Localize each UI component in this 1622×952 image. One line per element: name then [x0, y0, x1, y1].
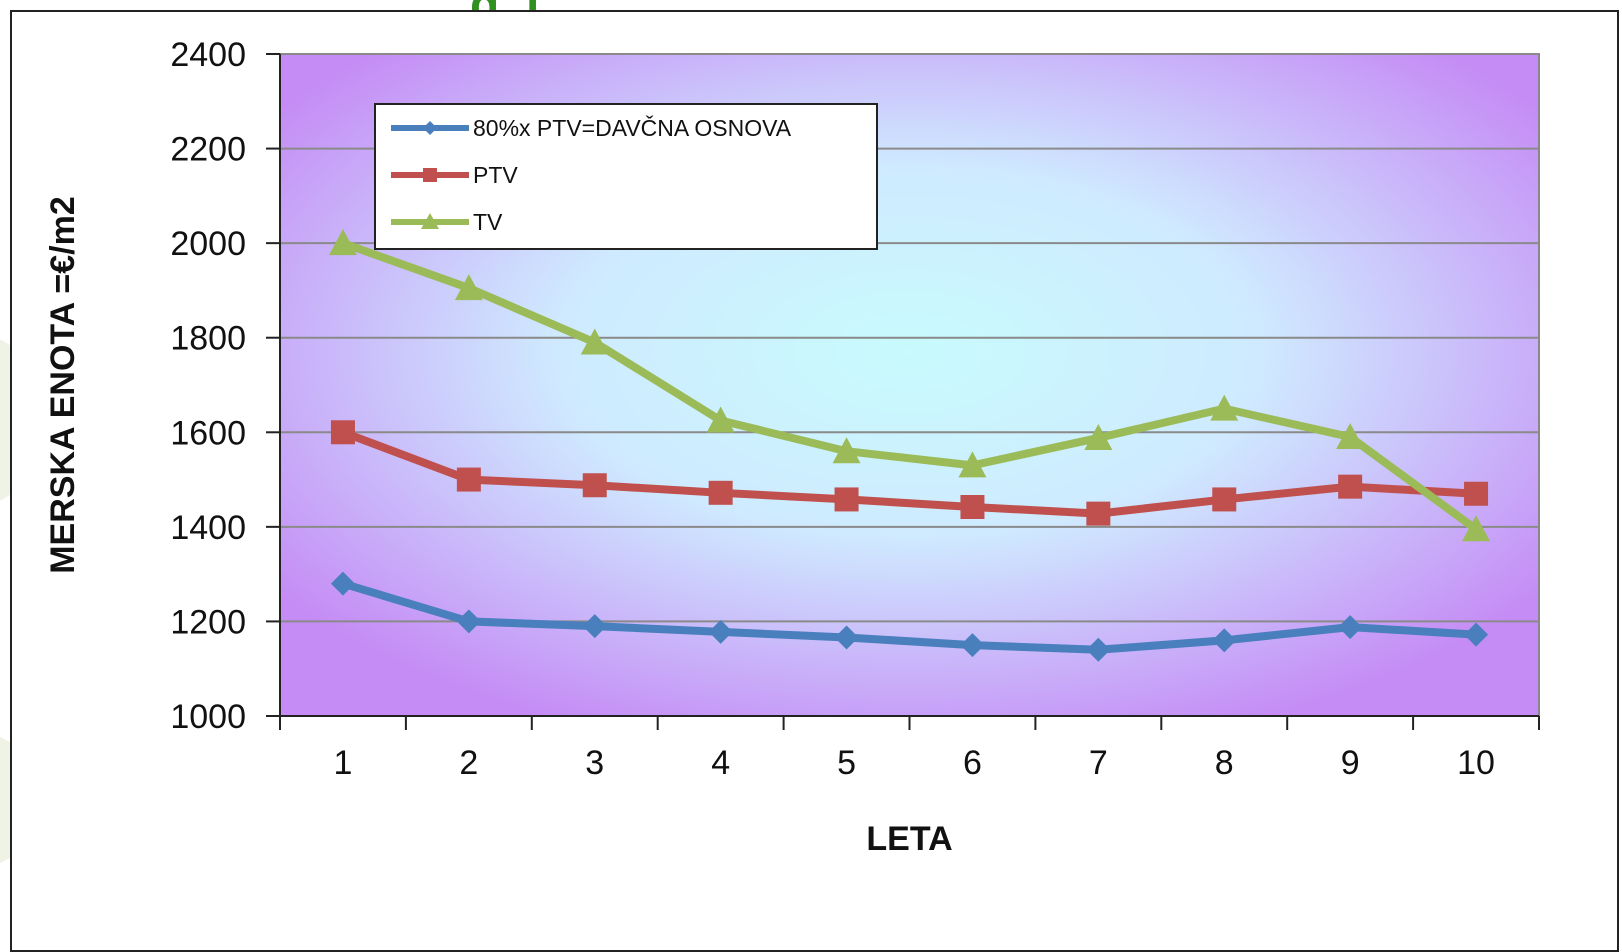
- data-point-square: [834, 487, 859, 512]
- data-point-square: [708, 480, 733, 505]
- y-tick-label: 1000: [170, 698, 246, 736]
- data-point-square: [1338, 474, 1363, 499]
- x-tick-label: 7: [1089, 744, 1108, 782]
- y-tick-label: 1600: [170, 414, 246, 452]
- y-tick-label: 2000: [170, 225, 246, 263]
- data-point-triangle: [580, 328, 609, 355]
- legend-item: TV: [391, 209, 503, 235]
- series-diamond: [330, 571, 1489, 662]
- series-triangle: [328, 229, 1491, 542]
- data-point-diamond: [960, 633, 985, 658]
- x-axis-title: LETA: [866, 820, 952, 858]
- data-point-square: [456, 467, 481, 492]
- data-point-triangle: [421, 213, 439, 229]
- x-tick-label: 9: [1341, 744, 1360, 782]
- data-point-triangle: [1336, 423, 1365, 450]
- x-tick-label: 10: [1457, 744, 1495, 782]
- data-point-diamond: [1338, 615, 1363, 640]
- data-point-square: [423, 168, 437, 182]
- data-point-square: [1464, 481, 1489, 506]
- x-tick-label: 3: [585, 744, 604, 782]
- chart-frame: 1000 1200 1400 1600 1800 2000 2200 2400 1 2 3 4 5 6 7 8…: [10, 10, 1619, 952]
- x-tick-label: 8: [1215, 744, 1234, 782]
- data-point-square: [330, 420, 355, 445]
- series-line: [341, 239, 1479, 533]
- data-point-triangle: [328, 229, 357, 256]
- y-tick-label: 2400: [170, 36, 246, 74]
- x-tick-label: 1: [333, 744, 352, 782]
- x-tick-label: 4: [711, 744, 730, 782]
- data-point-diamond: [708, 619, 733, 644]
- series-line: [341, 579, 1477, 654]
- data-point-triangle: [1210, 394, 1239, 421]
- x-tick-label: 2: [459, 744, 478, 782]
- legend-label: TV: [473, 209, 503, 235]
- legend: 80%x PTV=DAVČNA OSNOVA PTV TV: [374, 103, 878, 250]
- data-point-diamond: [1464, 622, 1489, 647]
- data-point-square: [960, 494, 985, 519]
- series-square: [330, 420, 1489, 526]
- legend-label: 80%x PTV=DAVČNA OSNOVA: [473, 114, 792, 141]
- data-point-diamond: [1086, 637, 1111, 662]
- data-point-triangle: [1084, 423, 1113, 450]
- data-series: [328, 229, 1491, 662]
- y-axis-title: MERSKA ENOTA =€/m2: [44, 196, 82, 574]
- data-point-square: [582, 473, 607, 498]
- series-line: [341, 428, 1477, 518]
- data-point-diamond: [330, 571, 355, 596]
- data-point-triangle: [958, 451, 987, 478]
- line-chart: 1000 1200 1400 1600 1800 2000 2200 2400 1 2 3 4 5 6 7 8…: [44, 36, 1540, 858]
- data-point-triangle: [1462, 515, 1491, 542]
- axes: 1000 1200 1400 1600 1800 2000 2200 2400 1 2 3 4 5 6 7 8…: [170, 36, 1540, 782]
- x-tick-label: 6: [963, 744, 982, 782]
- data-point-diamond: [1212, 628, 1237, 653]
- data-point-diamond: [456, 609, 481, 634]
- y-tick-label: 1800: [170, 320, 246, 358]
- legend-item: PTV: [391, 162, 518, 188]
- data-point-square: [1212, 487, 1237, 512]
- data-point-square: [1086, 501, 1111, 526]
- legend-label: PTV: [473, 162, 518, 188]
- data-point-triangle: [454, 274, 483, 301]
- y-tick-label: 1200: [170, 603, 246, 641]
- data-point-triangle: [706, 406, 735, 433]
- x-tick-label: 5: [837, 744, 856, 782]
- y-tick-label: 2200: [170, 131, 246, 169]
- data-point-triangle: [832, 437, 861, 464]
- legend-item: 80%x PTV=DAVČNA OSNOVA: [391, 114, 792, 141]
- data-point-diamond: [834, 625, 859, 650]
- data-point-diamond: [423, 121, 437, 135]
- y-tick-label: 1400: [170, 509, 246, 547]
- data-point-diamond: [582, 614, 607, 639]
